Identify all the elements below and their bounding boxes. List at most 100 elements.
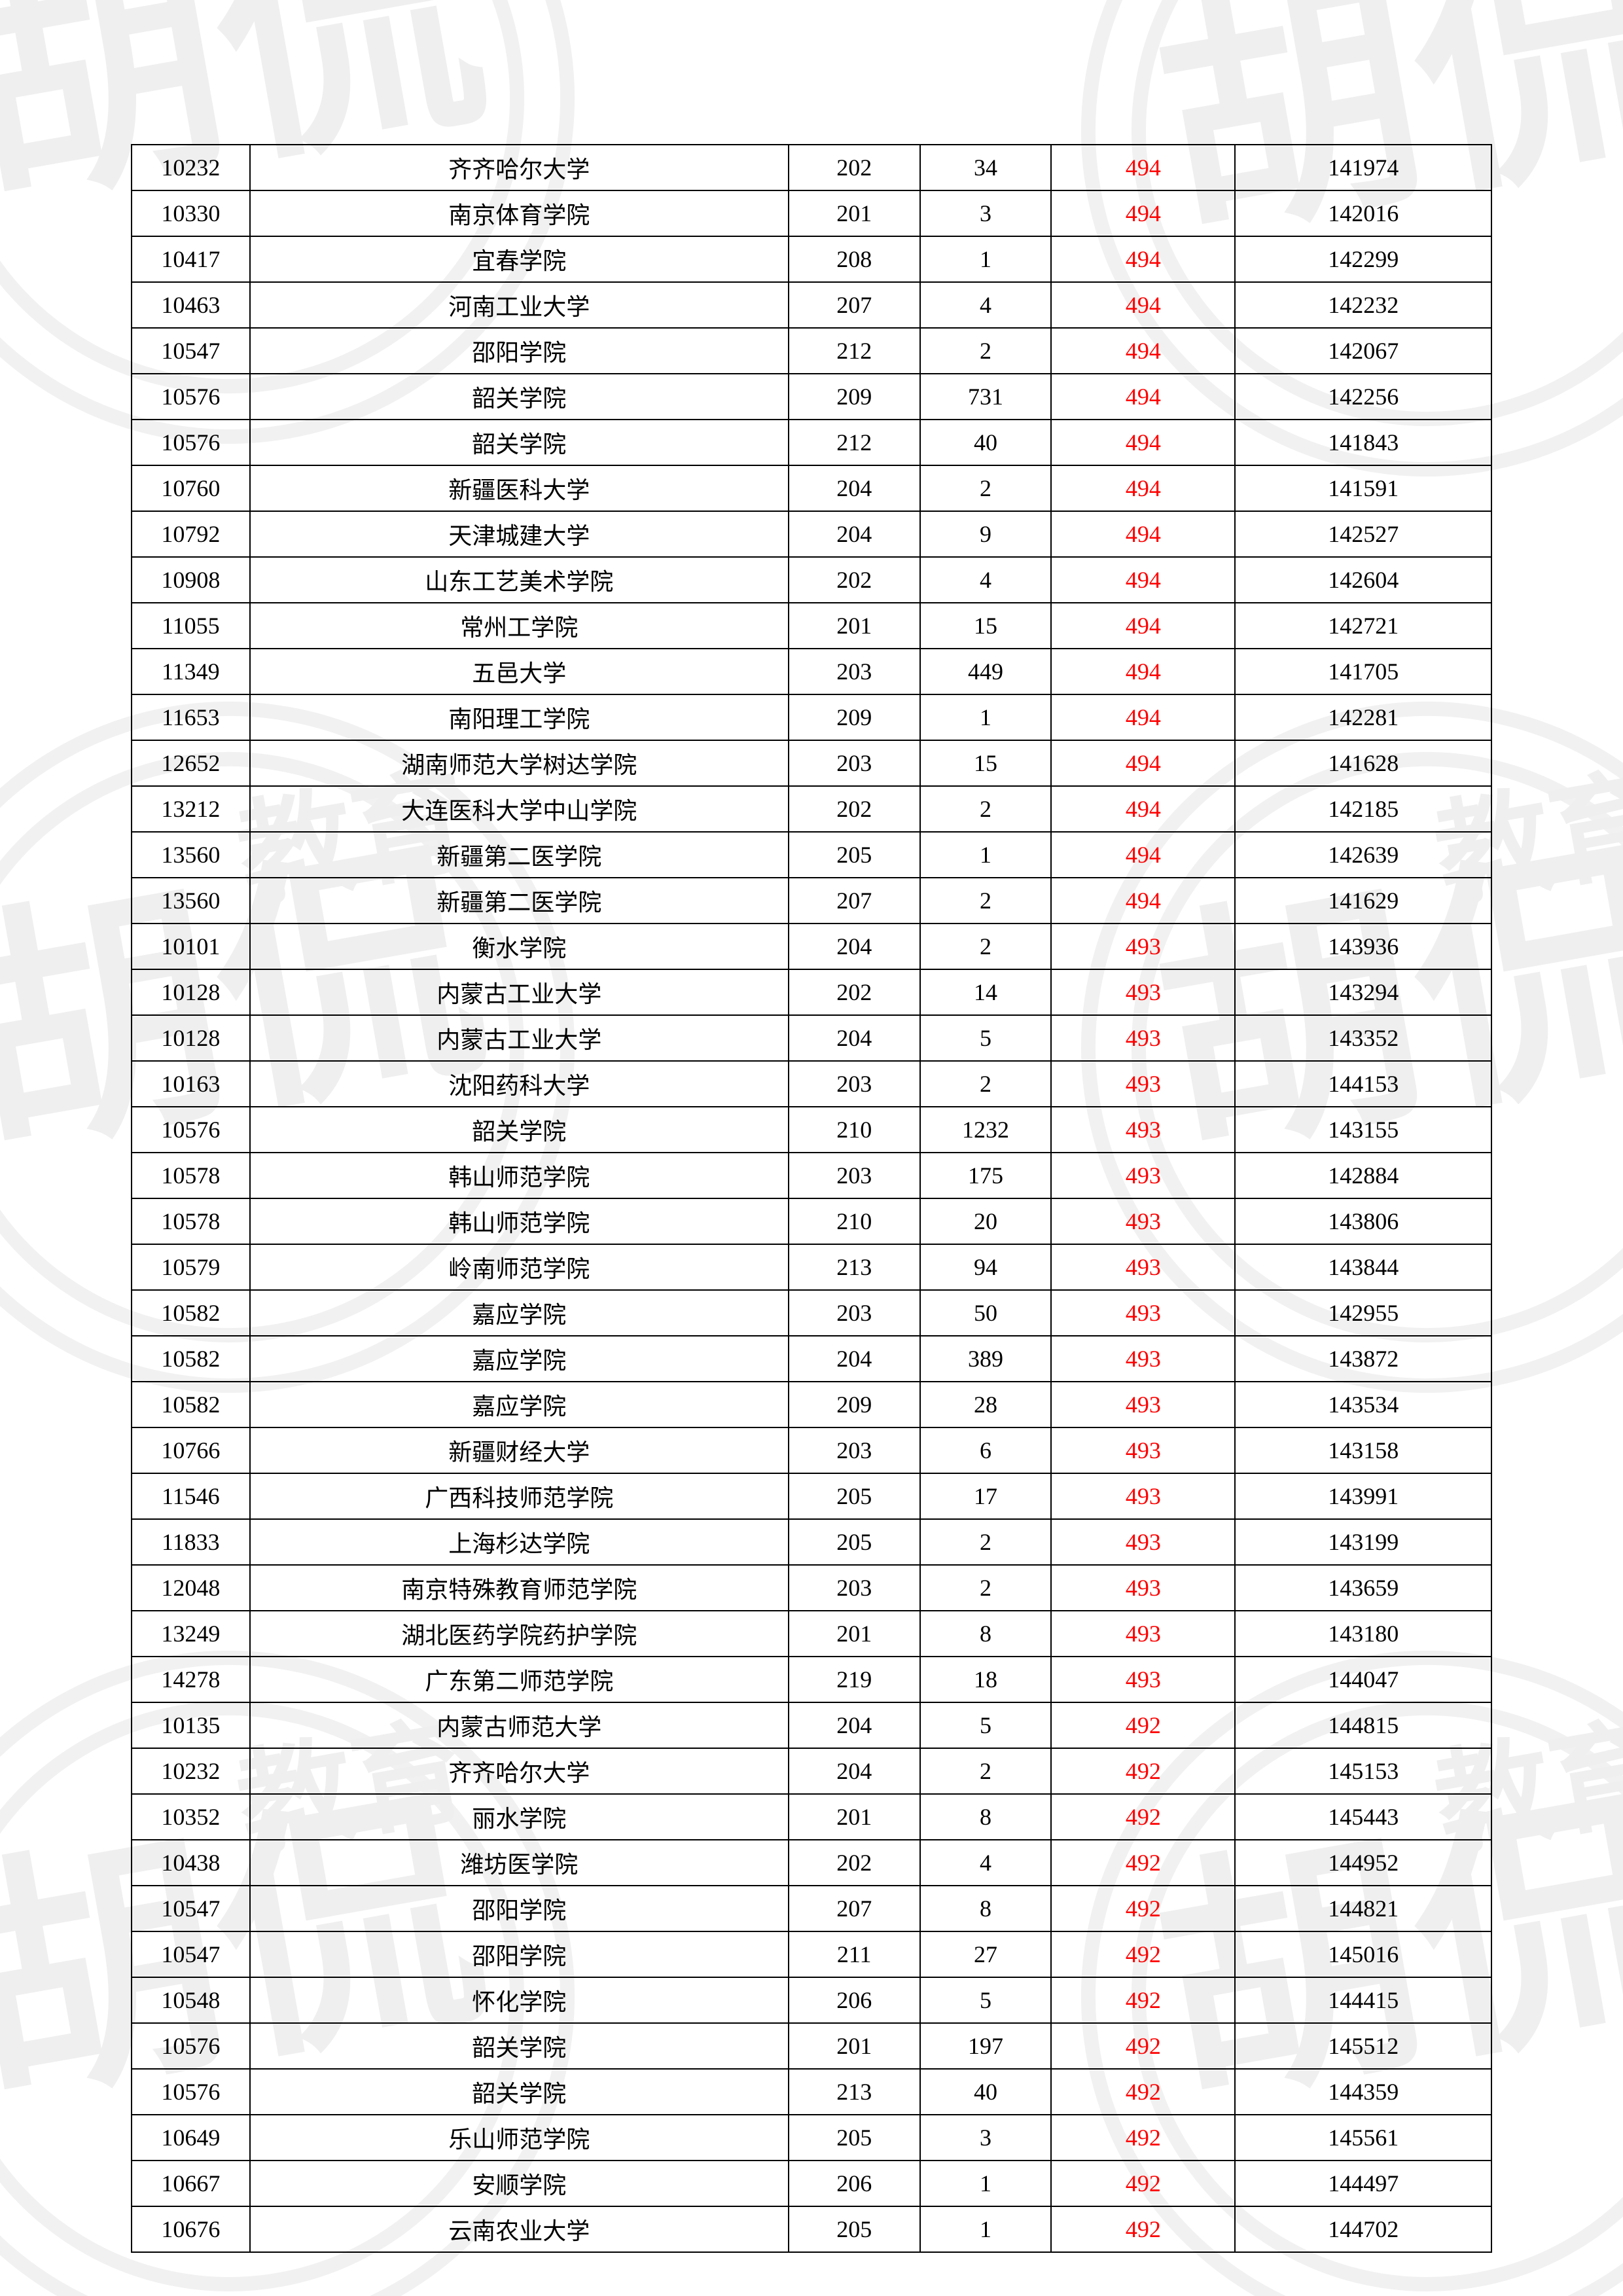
table-cell: 493: [1051, 1244, 1235, 1290]
table-cell: 494: [1051, 420, 1235, 465]
table-cell: 492: [1051, 1840, 1235, 1886]
table-cell: 常州工学院: [250, 603, 789, 649]
table-row: 10582嘉应学院204389493143872: [132, 1336, 1491, 1382]
table-cell: 丽水学院: [250, 1794, 789, 1840]
table-cell: 4: [920, 1840, 1052, 1886]
table-cell: 494: [1051, 832, 1235, 878]
table-cell: 143872: [1235, 1336, 1491, 1382]
table-cell: 沈阳药科大学: [250, 1061, 789, 1107]
table-row: 10576韶关学院21240494141843: [132, 420, 1491, 465]
table-cell: 202: [789, 145, 920, 190]
table-cell: 203: [789, 1153, 920, 1198]
table-cell: 142232: [1235, 282, 1491, 328]
table-cell: 南阳理工学院: [250, 694, 789, 740]
table-cell: 143806: [1235, 1198, 1491, 1244]
table-cell: 142884: [1235, 1153, 1491, 1198]
table-cell: 10576: [132, 374, 250, 420]
table-row: 13560新疆第二医学院2051494142639: [132, 832, 1491, 878]
table-cell: 潍坊医学院: [250, 1840, 789, 1886]
table-cell: 新疆第二医学院: [250, 878, 789, 924]
table-cell: 50: [920, 1290, 1052, 1336]
table-cell: 10352: [132, 1794, 250, 1840]
table-cell: 内蒙古工业大学: [250, 969, 789, 1015]
table-row: 10766新疆财经大学2036493143158: [132, 1427, 1491, 1473]
table-row: 10760新疆医科大学2042494141591: [132, 465, 1491, 511]
table-cell: 141591: [1235, 465, 1491, 511]
table-cell: 湖南师范大学树达学院: [250, 740, 789, 786]
table-cell: 143659: [1235, 1565, 1491, 1611]
table-row: 13212大连医科大学中山学院2022494142185: [132, 786, 1491, 832]
table-cell: 17: [920, 1473, 1052, 1519]
table-row: 10547邵阳学院2122494142067: [132, 328, 1491, 374]
table-cell: 493: [1051, 1473, 1235, 1519]
table-cell: 144702: [1235, 2206, 1491, 2252]
table-cell: 9: [920, 511, 1052, 557]
table-cell: 209: [789, 374, 920, 420]
table-cell: 143180: [1235, 1611, 1491, 1657]
table-row: 12048南京特殊教育师范学院2032493143659: [132, 1565, 1491, 1611]
table-row: 13249湖北医药学院药护学院2018493143180: [132, 1611, 1491, 1657]
table-cell: 202: [789, 786, 920, 832]
table-cell: 142955: [1235, 1290, 1491, 1336]
table-cell: 12048: [132, 1565, 250, 1611]
table-cell: 10582: [132, 1336, 250, 1382]
table-cell: 11546: [132, 1473, 250, 1519]
table-cell: 10760: [132, 465, 250, 511]
table-cell: 10232: [132, 145, 250, 190]
table-cell: 492: [1051, 1931, 1235, 1977]
table-cell: 204: [789, 1748, 920, 1794]
table-row: 10128内蒙古工业大学2045493143352: [132, 1015, 1491, 1061]
table-cell: 142604: [1235, 557, 1491, 603]
table-cell: 10135: [132, 1702, 250, 1748]
table-cell: 40: [920, 420, 1052, 465]
table-cell: 143158: [1235, 1427, 1491, 1473]
table-cell: 1: [920, 236, 1052, 282]
table-cell: 10547: [132, 1886, 250, 1931]
table-cell: 207: [789, 1886, 920, 1931]
table-cell: 142185: [1235, 786, 1491, 832]
table-cell: 219: [789, 1657, 920, 1702]
table-cell: 13560: [132, 832, 250, 878]
table-cell: 上海杉达学院: [250, 1519, 789, 1565]
table-cell: 494: [1051, 145, 1235, 190]
table-cell: 新疆医科大学: [250, 465, 789, 511]
table-cell: 2: [920, 1061, 1052, 1107]
table-cell: 142299: [1235, 236, 1491, 282]
table-cell: 494: [1051, 878, 1235, 924]
table-row: 14278广东第二师范学院21918493144047: [132, 1657, 1491, 1702]
table-row: 10576韶关学院209731494142256: [132, 374, 1491, 420]
table-cell: 内蒙古师范大学: [250, 1702, 789, 1748]
table-cell: 10232: [132, 1748, 250, 1794]
table-cell: 韩山师范学院: [250, 1198, 789, 1244]
table-cell: 492: [1051, 2115, 1235, 2161]
table-cell: 10578: [132, 1153, 250, 1198]
table-cell: 211: [789, 1931, 920, 1977]
table-cell: 213: [789, 2069, 920, 2115]
table-row: 11546广西科技师范学院20517493143991: [132, 1473, 1491, 1519]
table-cell: 494: [1051, 328, 1235, 374]
table-cell: 天津城建大学: [250, 511, 789, 557]
table-cell: 6: [920, 1427, 1052, 1473]
table-cell: 205: [789, 2115, 920, 2161]
table-row: 10792天津城建大学2049494142527: [132, 511, 1491, 557]
table-cell: 嘉应学院: [250, 1336, 789, 1382]
table-cell: 1: [920, 2161, 1052, 2206]
table-cell: 2: [920, 1519, 1052, 1565]
table-cell: 175: [920, 1153, 1052, 1198]
table-row: 10547邵阳学院2078492144821: [132, 1886, 1491, 1931]
data-table: 10232齐齐哈尔大学2023449414197410330南京体育学院2013…: [131, 144, 1492, 2253]
table-cell: 205: [789, 832, 920, 878]
table-cell: 嘉应学院: [250, 1382, 789, 1427]
table-cell: 94: [920, 1244, 1052, 1290]
table-cell: 韩山师范学院: [250, 1153, 789, 1198]
table-cell: 493: [1051, 924, 1235, 969]
table-cell: 新疆第二医学院: [250, 832, 789, 878]
table-cell: 204: [789, 1015, 920, 1061]
table-cell: 389: [920, 1336, 1052, 1382]
table-cell: 10576: [132, 2069, 250, 2115]
table-cell: 宜春学院: [250, 236, 789, 282]
table-cell: 143294: [1235, 969, 1491, 1015]
table-cell: 206: [789, 2161, 920, 2206]
table-cell: 18: [920, 1657, 1052, 1702]
table-cell: 广东第二师范学院: [250, 1657, 789, 1702]
